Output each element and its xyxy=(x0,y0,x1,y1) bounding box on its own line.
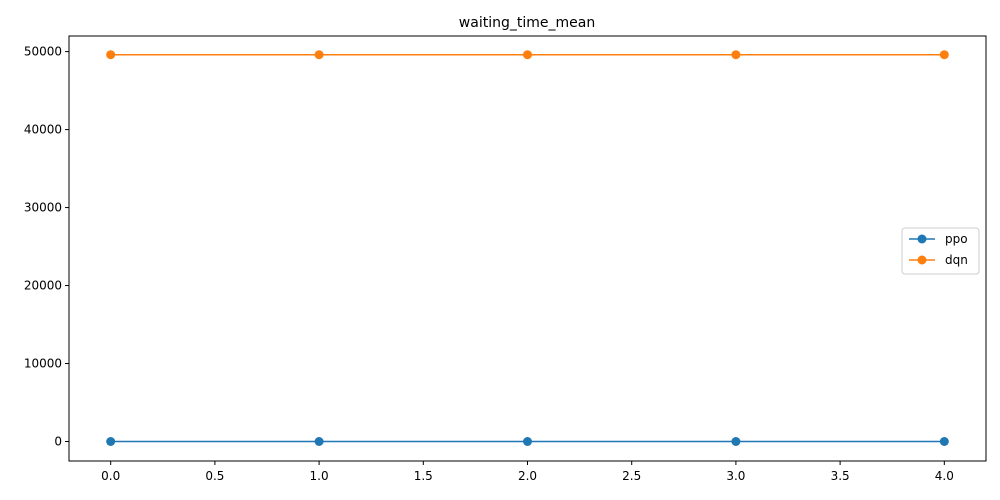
legend: ppo dqn xyxy=(901,227,980,275)
x-tick-label: 2.5 xyxy=(622,469,641,483)
data-point-dqn xyxy=(314,50,324,60)
axes: 0.0 0.5 1.0 1.5 2.0 2.5 3.0 3.5 4.0 0 10000 20000 30… xyxy=(24,45,954,483)
y-tick-label: 50000 xyxy=(24,45,62,59)
x-tick-label: 2.0 xyxy=(518,469,537,483)
x-tick-label: 1.0 xyxy=(310,469,329,483)
plot-frame xyxy=(68,35,987,462)
plot-marks xyxy=(106,50,949,447)
chart-title: waiting_time_mean xyxy=(459,15,595,31)
data-point-dqn xyxy=(939,50,949,60)
data-point-ppo xyxy=(939,437,949,447)
data-point-ppo xyxy=(106,437,116,447)
legend-marker-dqn xyxy=(917,255,927,265)
legend-marker-ppo xyxy=(917,234,927,244)
data-point-dqn xyxy=(106,50,116,60)
data-point-dqn xyxy=(731,50,741,60)
y-tick-label: 20000 xyxy=(24,279,62,293)
x-tick-label: 3.0 xyxy=(726,469,745,483)
x-tick-label: 4.0 xyxy=(935,469,954,483)
x-tick-label: 0.5 xyxy=(205,469,224,483)
x-tick-label: 0.0 xyxy=(101,469,120,483)
legend-label-dqn: dqn xyxy=(945,253,968,267)
x-tick-label: 1.5 xyxy=(414,469,433,483)
x-tick-label: 3.5 xyxy=(831,469,850,483)
data-point-dqn xyxy=(523,50,532,60)
series-dqn xyxy=(106,50,949,60)
legend-label-ppo: ppo xyxy=(945,232,968,246)
y-tick-label: 30000 xyxy=(24,201,62,215)
data-point-ppo xyxy=(314,437,324,447)
y-tick-label: 0 xyxy=(54,435,62,449)
series-ppo xyxy=(106,437,949,447)
data-point-ppo xyxy=(523,437,532,447)
y-tick-label: 40000 xyxy=(24,123,62,137)
data-point-ppo xyxy=(731,437,741,447)
y-tick-label: 10000 xyxy=(24,357,62,371)
